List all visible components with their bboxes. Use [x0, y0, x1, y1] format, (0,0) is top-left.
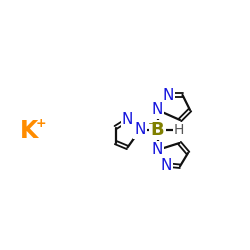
Text: N: N — [152, 142, 163, 158]
Text: H: H — [174, 123, 184, 137]
Text: N: N — [134, 122, 146, 138]
Text: −: − — [148, 119, 156, 129]
Text: N: N — [152, 102, 163, 118]
Text: N: N — [160, 158, 172, 172]
Text: +: + — [36, 117, 46, 130]
Text: K: K — [20, 119, 38, 143]
Text: N: N — [122, 112, 133, 128]
Text: B: B — [151, 121, 164, 139]
Text: N: N — [162, 88, 174, 102]
